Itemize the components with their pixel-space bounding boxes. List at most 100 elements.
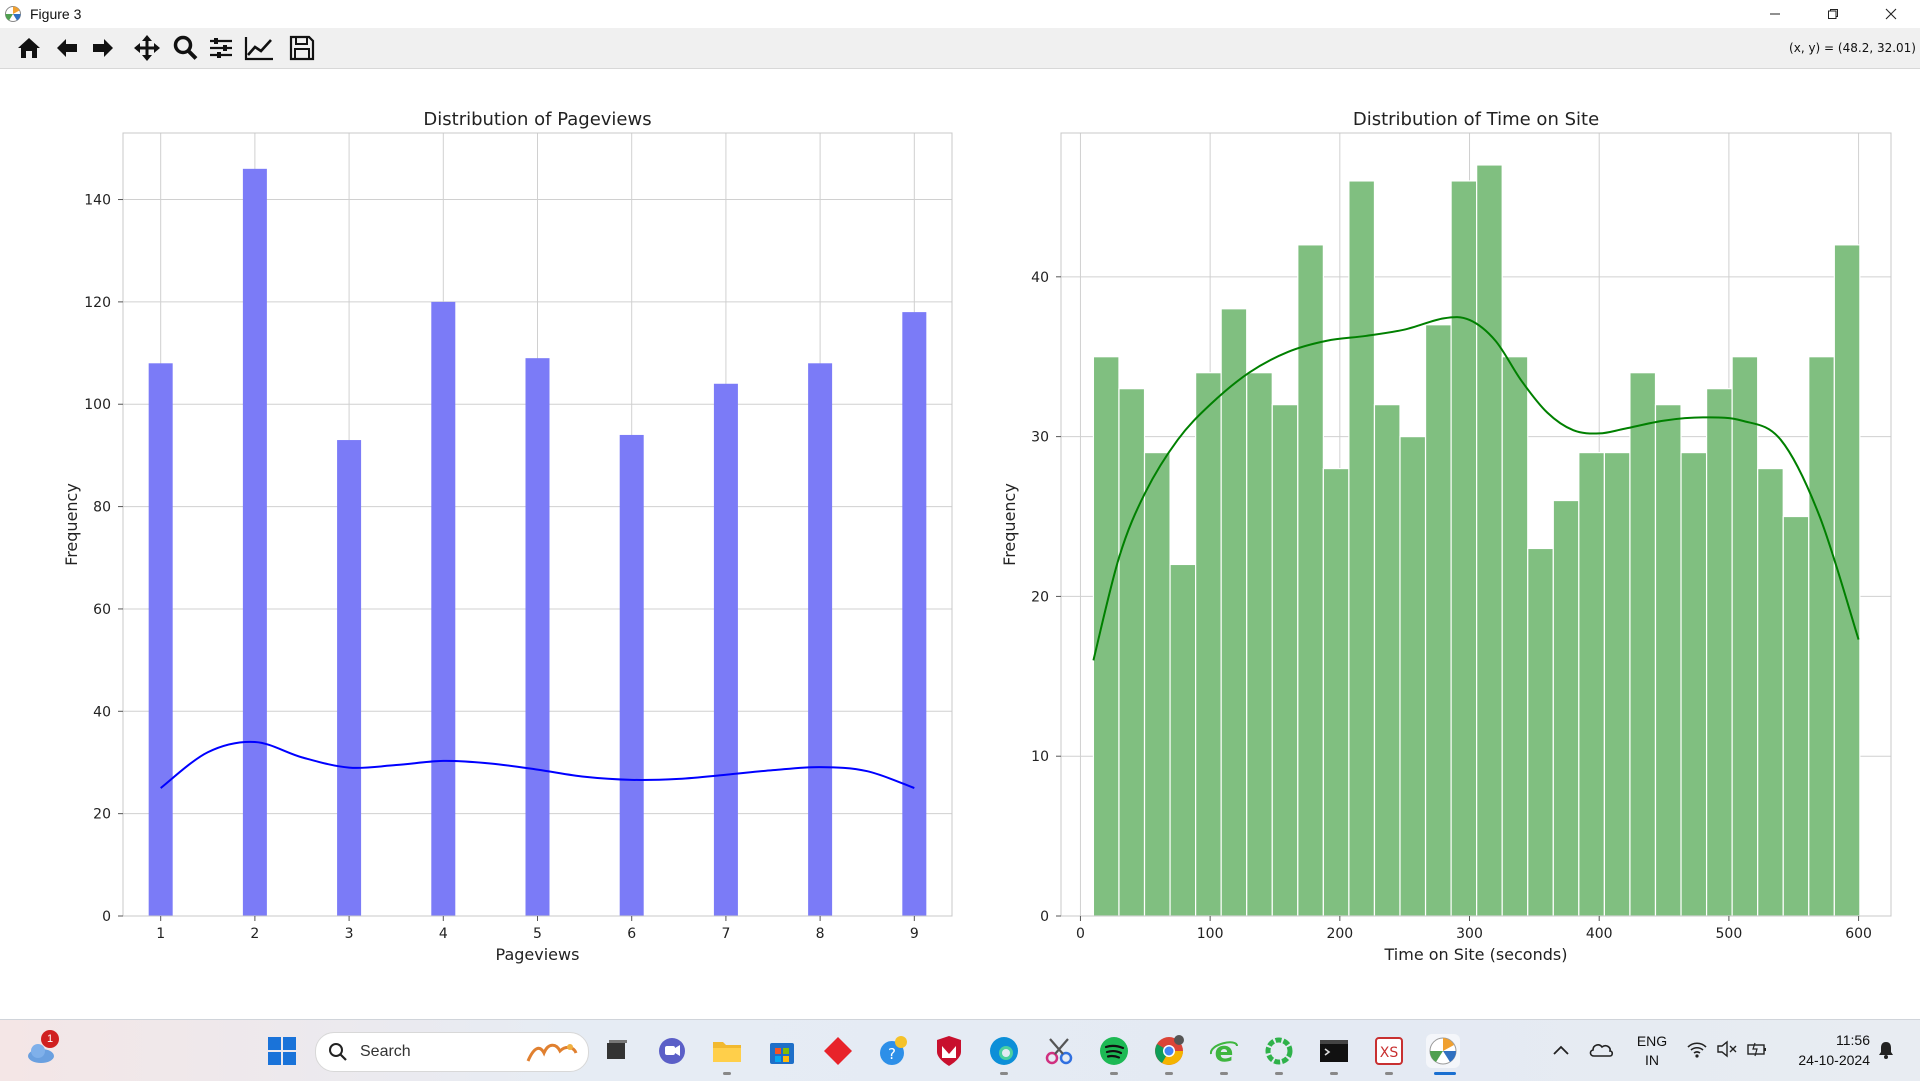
taskbar-edge[interactable] (987, 1034, 1021, 1068)
right-y-axis-label: Frequency (1000, 483, 1019, 566)
right-x-tick-label: 600 (1845, 926, 1872, 942)
bar (1603, 451, 1631, 917)
right-x-tick-label: 200 (1326, 926, 1353, 942)
taskbar-spotify[interactable] (1097, 1034, 1131, 1068)
xs-app-icon: XS (1375, 1037, 1403, 1065)
task-view-icon (607, 1040, 627, 1059)
region-indicator[interactable]: IN (1645, 1052, 1659, 1068)
svg-text:XS: XS (1380, 1045, 1399, 1061)
left-y-tick-label: 80 (93, 500, 111, 516)
left-x-tick-label: 5 (533, 926, 542, 942)
zoom-button[interactable] (169, 32, 201, 64)
right-x-tick-label: 100 (1197, 926, 1224, 942)
taskbar-mcafee[interactable] (932, 1034, 966, 1068)
bar (337, 440, 362, 916)
bar (713, 383, 738, 916)
taskbar-chrome[interactable] (1152, 1034, 1186, 1068)
running-indicator (1220, 1072, 1228, 1075)
left-y-ticks: 0 20 40 60 80 100 120 140 (84, 193, 123, 925)
bar (1527, 547, 1554, 917)
bar (1297, 244, 1324, 917)
back-arrow-icon (57, 39, 77, 57)
taskbar-matplotlib[interactable] (1426, 1034, 1460, 1068)
right-x-tick-label: 0 (1076, 926, 1085, 942)
right-y-tick-label: 40 (1031, 270, 1049, 286)
clock-date[interactable]: 24-10-2024 (1798, 1052, 1870, 1068)
bar (902, 312, 927, 916)
restore-button[interactable] (1804, 0, 1862, 28)
left-x-tick-label: 7 (721, 926, 730, 942)
home-button[interactable] (13, 32, 45, 64)
forward-button[interactable] (87, 32, 119, 64)
pan-icon (134, 35, 160, 61)
pan-button[interactable] (131, 32, 163, 64)
close-icon (1885, 8, 1897, 20)
bar (808, 363, 833, 916)
bar (1424, 324, 1452, 917)
bar (1118, 388, 1146, 917)
back-button[interactable] (51, 32, 83, 64)
search-input[interactable]: Search (315, 1032, 589, 1072)
forward-arrow-icon (93, 39, 113, 57)
clock-time[interactable]: 11:56 (1836, 1032, 1870, 1048)
chevron-up-icon[interactable] (1552, 1043, 1570, 1057)
left-y-tick-label: 60 (93, 602, 111, 618)
taskbar-task-view[interactable] (599, 1034, 633, 1068)
start-button[interactable] (265, 1034, 299, 1068)
taskbar-snipping-tool[interactable] (1042, 1034, 1076, 1068)
configure-subplots-button[interactable] (205, 32, 237, 64)
left-y-tick-label: 140 (84, 193, 111, 209)
language-indicator[interactable]: ENG (1636, 1033, 1668, 1049)
running-indicator (1000, 1072, 1008, 1075)
taskbar-app-red[interactable] (821, 1034, 855, 1068)
left-x-ticks: 1 2 3 4 5 6 7 8 9 (156, 916, 919, 942)
minimize-button[interactable] (1746, 0, 1804, 28)
save-button[interactable] (286, 32, 318, 64)
bar (1271, 404, 1299, 917)
taskbar-store[interactable] (765, 1034, 799, 1068)
edit-axis-icon (244, 37, 273, 61)
weather-widget[interactable]: 1 (24, 1030, 59, 1068)
svg-text:?: ? (888, 1045, 896, 1063)
speaker-muted-icon[interactable] (1716, 1040, 1738, 1058)
navigation-toolbar: (x, y) = (48.2, 32.01) (0, 28, 1920, 69)
minimize-icon (1770, 13, 1780, 15)
taskbar-teams[interactable] (655, 1034, 689, 1068)
taskbar-terminal[interactable] (1317, 1034, 1351, 1068)
taskbar-loader-app[interactable] (1262, 1034, 1296, 1068)
left-x-axis-label: Pageviews (496, 945, 580, 964)
onedrive-cloud-icon[interactable] (1588, 1040, 1614, 1058)
right-x-tick-label: 400 (1586, 926, 1613, 942)
right-bars (1092, 164, 1861, 917)
close-button[interactable] (1862, 0, 1920, 28)
bar (1578, 451, 1605, 917)
taskbar-ie[interactable]: e (1207, 1034, 1241, 1068)
right-x-tick-label: 300 (1456, 926, 1483, 942)
bar (1450, 180, 1478, 917)
edit-axis-button[interactable] (243, 32, 275, 64)
bar (1322, 467, 1350, 917)
bar (1092, 356, 1120, 917)
zoom-icon (173, 35, 198, 60)
bar (1705, 388, 1733, 917)
running-indicator (723, 1072, 731, 1075)
running-indicator (1165, 1072, 1173, 1075)
taskbar-help[interactable]: ? (877, 1034, 911, 1068)
left-y-tick-label: 40 (93, 704, 111, 720)
bar (1143, 451, 1171, 917)
battery-icon[interactable] (1746, 1040, 1768, 1058)
cloud-icon (28, 1044, 54, 1063)
matplotlib-logo-icon (5, 6, 21, 22)
time-on-site-chart: 0 100 200 300 400 500 600 0 10 20 30 40 Distributi… (1000, 109, 1892, 964)
bar (1731, 356, 1759, 917)
notification-bell-icon[interactable] (1876, 1040, 1896, 1060)
taskbar-app-xs[interactable]: XS (1372, 1034, 1406, 1068)
right-x-tick-label: 500 (1716, 926, 1743, 942)
diamond-app-icon (824, 1037, 852, 1065)
wifi-icon[interactable] (1686, 1039, 1708, 1059)
home-icon (18, 38, 40, 58)
taskbar-file-explorer[interactable] (710, 1034, 744, 1068)
coordinates-readout: (x, y) = (48.2, 32.01) (1789, 41, 1916, 55)
scissors-icon (1045, 1038, 1073, 1065)
